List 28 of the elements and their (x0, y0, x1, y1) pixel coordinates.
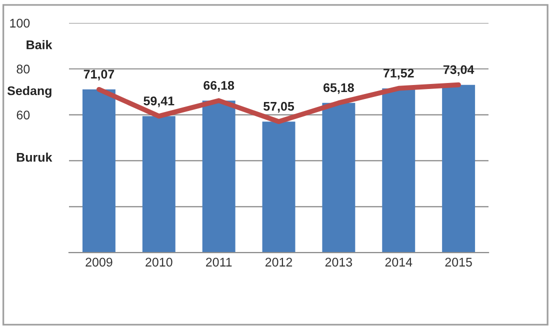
data-label: 71,52 (384, 68, 414, 80)
y-tick-label: 80 (16, 64, 30, 74)
x-tick-label: 2010 (146, 258, 172, 267)
text: Sedang (7, 86, 52, 98)
data-label: 65,18 (324, 83, 354, 94)
bar (262, 122, 296, 253)
data-label: 71,07 (84, 70, 114, 80)
x-tick-label: 2014 (385, 258, 412, 267)
y-tick-label: 60 (16, 110, 30, 120)
data-label: 59,41 (144, 96, 174, 108)
bar (382, 88, 416, 253)
bar (82, 89, 116, 253)
bar (202, 100, 236, 253)
bar (442, 84, 476, 253)
text: Buruk (16, 152, 52, 162)
data-label: 66,18 (204, 80, 234, 92)
data-label: 57,05 (264, 102, 294, 113)
x-tick-label: 2009 (86, 258, 112, 267)
x-tick-label: 2012 (265, 258, 292, 267)
bar (322, 102, 356, 253)
x-tick-label: 2015 (445, 258, 472, 267)
data-label: 73,04 (443, 65, 474, 76)
x-tick-label: 2011 (206, 258, 232, 267)
y-tick-label: 100 (10, 18, 30, 28)
x-tick-label: 2013 (325, 258, 352, 267)
text: Baik (26, 40, 52, 50)
line-series (96, 82, 461, 124)
bar (142, 116, 176, 253)
